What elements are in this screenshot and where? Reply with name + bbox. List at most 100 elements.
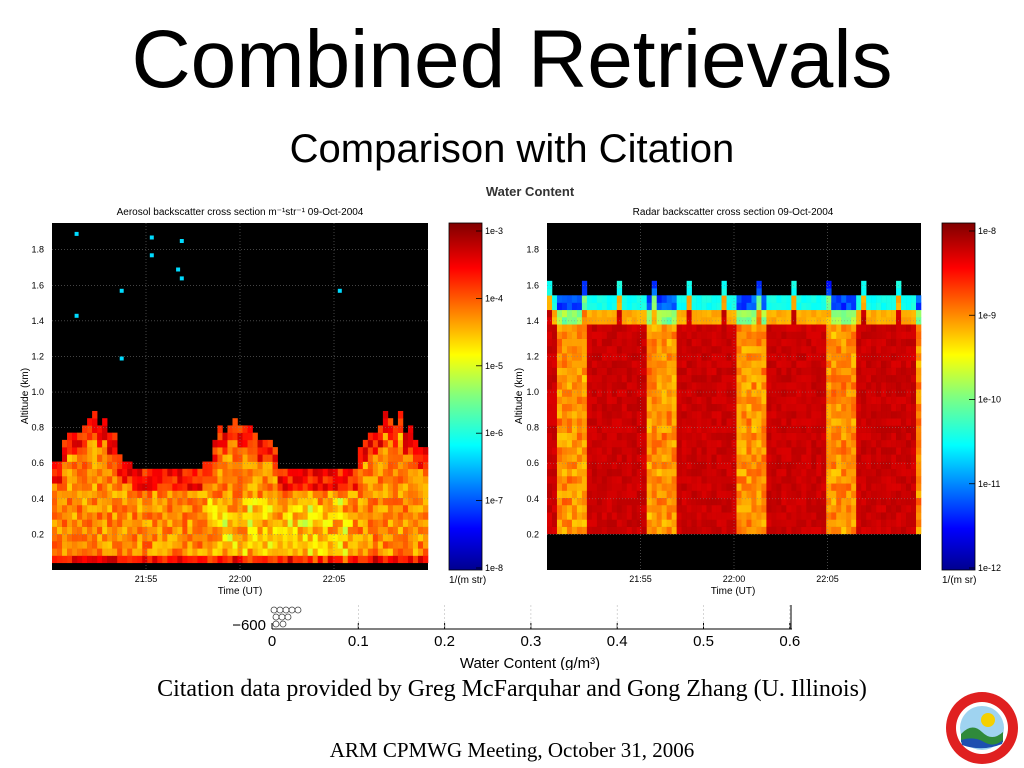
panel2-cell	[586, 425, 593, 433]
panel2-cell	[891, 295, 897, 303]
panel1-cell	[227, 461, 233, 470]
panel2-cell	[871, 396, 877, 405]
panel2-cell	[836, 403, 842, 412]
panel2-cell	[621, 490, 628, 499]
panel2-cell	[786, 447, 792, 455]
panel2-cell	[761, 338, 767, 347]
panel2-cell	[606, 490, 613, 499]
panel2-cell	[786, 338, 792, 347]
panel1-cell	[397, 504, 404, 513]
panel2-cell	[811, 367, 817, 376]
panel2-cell	[876, 374, 882, 383]
panel2-cell	[776, 418, 782, 426]
panel2-cell	[771, 476, 777, 484]
panel1-cell	[352, 497, 359, 506]
panel2-cell	[866, 389, 872, 397]
panel2-cell	[886, 476, 892, 484]
panel2-cell	[846, 389, 852, 397]
panel2-cell	[696, 331, 702, 339]
panel2-cell	[571, 410, 578, 419]
panel2-cell	[646, 374, 653, 383]
panel2-cell	[706, 439, 712, 448]
panel2-cell	[681, 483, 687, 491]
panel2-cell	[791, 468, 797, 477]
panel2-y-ticks: 0.20.40.60.81.01.21.41.61.8	[526, 245, 539, 540]
panel1-cell	[207, 497, 213, 506]
panel1-cell	[232, 461, 238, 470]
panel1-cell	[137, 555, 143, 564]
panel2-title: Radar backscatter cross section 09-Oct-2…	[633, 207, 834, 218]
panel1-cell	[252, 468, 258, 477]
panel1-cell	[82, 490, 88, 499]
panel2-cell	[701, 512, 707, 520]
panel1-cell	[407, 425, 414, 433]
panel2-cell	[716, 439, 722, 448]
panel2-cell	[826, 519, 832, 527]
panel1-cell	[402, 454, 409, 462]
panel2-cell	[596, 338, 603, 347]
panel2-cell	[601, 396, 608, 405]
panel1-cell	[407, 432, 414, 441]
panel2-cell	[666, 331, 672, 339]
panel1-cell	[252, 512, 258, 520]
panel2-cell	[631, 512, 638, 520]
panel2-cell	[621, 345, 628, 354]
panel1-cell	[347, 504, 354, 513]
panel2-cell	[636, 295, 643, 303]
panel2-cell	[851, 476, 857, 484]
panel1-cell	[412, 548, 419, 556]
panel2-cell	[551, 468, 558, 477]
panel2-cell	[801, 367, 807, 376]
panel2-cell	[896, 490, 902, 499]
panel2-cell	[551, 367, 558, 376]
panel2-cell	[901, 432, 907, 441]
panel1-cell	[377, 476, 384, 484]
panel2-cell	[881, 367, 887, 376]
panel2-cell	[586, 389, 593, 397]
panel2-cell	[831, 367, 837, 376]
panel1-colorbar-tick-label: 1e-5	[485, 361, 503, 371]
panel1-cell	[402, 526, 409, 535]
panel1-cell	[412, 533, 419, 542]
panel2-cell	[666, 316, 672, 325]
panel2-cell	[601, 389, 608, 397]
panel1-cell	[347, 541, 354, 549]
panel1-cell	[277, 497, 283, 506]
panel2-cell	[851, 374, 857, 383]
panel2-cell	[861, 382, 867, 390]
panel2-cell	[746, 461, 752, 470]
panel1-cell	[287, 548, 293, 556]
panel2-cell	[696, 512, 702, 520]
panel2-cell	[681, 410, 687, 419]
panel1-cell	[177, 490, 183, 499]
panel1-colorbar-ticks: 1e-31e-41e-51e-61e-71e-8	[476, 226, 503, 573]
panel2-cell	[656, 476, 662, 484]
panel2-cell	[856, 403, 862, 412]
panel1-cell	[227, 504, 233, 513]
panel2-cell	[651, 512, 658, 520]
panel1-cell	[237, 497, 243, 506]
panel2-cell	[886, 483, 892, 491]
panel2-cell	[576, 504, 583, 513]
panel2-cell	[656, 396, 662, 405]
panel2-cell	[646, 476, 653, 484]
panel2-cell	[551, 353, 558, 361]
panel1-cell	[312, 541, 318, 549]
panel2-cell	[556, 338, 563, 347]
panel2-cell	[606, 432, 613, 441]
panel1-cell	[377, 555, 384, 564]
panel1-cell	[257, 541, 263, 549]
panel1-cell	[72, 526, 78, 535]
panel2-cell	[666, 483, 672, 491]
panel2-cell	[831, 519, 837, 527]
panel1-cell	[412, 483, 419, 491]
panel2-cell	[796, 526, 802, 535]
panel2-cell	[891, 512, 897, 520]
panel1-cell	[397, 483, 404, 491]
panel2-cell	[671, 374, 677, 383]
panel2-cell	[586, 490, 593, 499]
panel1-cell	[367, 555, 374, 564]
panel2-cell	[666, 295, 672, 303]
panel2-cell	[856, 526, 862, 535]
panel2-x-label: Time (UT)	[711, 586, 756, 597]
